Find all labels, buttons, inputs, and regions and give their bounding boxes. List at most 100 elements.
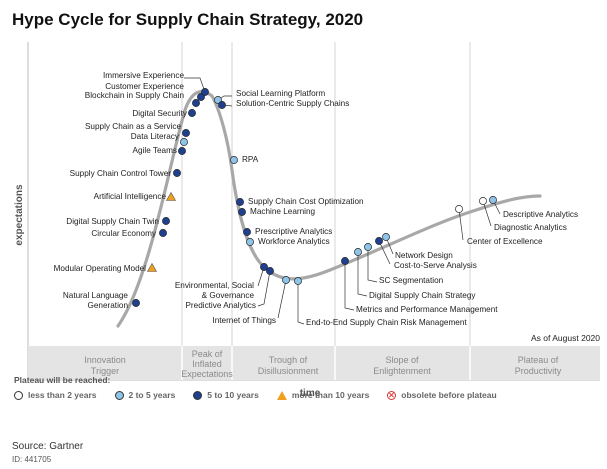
label-solution-centric-supply-chains: Solution-Centric Supply Chains: [236, 99, 349, 108]
legend-label: 2 to 5 years: [128, 390, 176, 400]
marker-center-of-excellence: [455, 205, 463, 213]
marker-diagnostic-analytics: [479, 197, 487, 205]
legend-title: Plateau will be reached:: [14, 375, 111, 385]
marker-agile-teams: [178, 147, 186, 155]
legend-label: obsolete before plateau: [401, 390, 497, 400]
label-machine-learning: Machine Learning: [250, 207, 316, 216]
label-supply-chain-as-a-service: Supply Chain as a Service: [85, 122, 181, 131]
marker-immersive-experience: [201, 88, 209, 96]
technology-markers: Natural Language Generation Modular Operat…: [54, 71, 578, 327]
label-supply-chain-cost-optimization: Supply Chain Cost Optimization: [248, 197, 364, 206]
label-digital-security: Digital Security: [132, 109, 188, 118]
marker-predictive-analytics: [266, 267, 274, 275]
leader-lines: [184, 77, 501, 325]
marker-metrics-and-performance-management: [341, 257, 349, 265]
source-note: Source: Gartner: [12, 441, 84, 452]
marker-end-to-end-supply-chain-risk-management: [294, 277, 302, 285]
marker-artificial-intelligence: [165, 191, 177, 201]
marker-supply-chain-as-a-service: [182, 129, 190, 137]
label-metrics-and-performance-management: Metrics and Performance Management: [356, 305, 498, 314]
marker-supply-chain-cost-optimization: [236, 198, 244, 206]
y-axis-label: expectations: [14, 184, 25, 246]
phase-labels: Innovation Trigger Peak of Inflated Expecta…: [84, 349, 562, 379]
label-digital-supply-chain-twin: Digital Supply Chain Twin: [66, 217, 159, 226]
legend: Plateau will be reached: less than 2 yea…: [14, 375, 515, 400]
marker-rpa: [230, 156, 238, 164]
leader-line: [458, 208, 464, 241]
leader-line: [257, 270, 271, 307]
marker-internet-of-things: [282, 276, 290, 284]
document-id: ID: 441705: [12, 455, 52, 464]
phase-slope: Slope of Enlightenment: [373, 355, 431, 376]
marker-cost-to-serve-analysis: [375, 237, 383, 245]
marker-digital-supply-chain-twin: [162, 217, 170, 225]
legend-item-2-to-5-years: 2 to 5 years: [114, 390, 176, 400]
label-digital-supply-chain-strategy: Digital Supply Chain Strategy: [369, 291, 476, 300]
marker-solution-centric-supply-chains: [218, 101, 226, 109]
chart-title: Hype Cycle for Supply Chain Strategy, 20…: [12, 10, 364, 29]
label-data-literacy: Data Literacy: [131, 132, 180, 141]
label-environmental-social-governance: Environmental, Social & Governance: [175, 281, 255, 300]
hype-curve: [116, 90, 542, 328]
as-of-date: As of August 2020: [531, 333, 600, 343]
legend-item-5-to-10-years: 5 to 10 years: [193, 390, 259, 400]
marker-environmental-social-governance: [260, 263, 268, 271]
leader-line: [297, 281, 305, 325]
legend-item-less-than-2-years: less than 2 years: [14, 390, 97, 400]
phase-band: [28, 346, 600, 380]
label-workforce-analytics: Workforce Analytics: [258, 237, 330, 246]
marker-workforce-analytics: [246, 238, 254, 246]
marker-prescriptive-analytics: [243, 228, 251, 236]
label-cost-to-serve-analysis: Cost-to-Serve Analysis: [394, 261, 477, 270]
leader-line: [184, 77, 206, 93]
label-blockchain-in-supply-chain: Blockchain in Supply Chain: [85, 91, 185, 100]
phase-trough: Trough of Disillusionment: [258, 355, 319, 376]
marker-modular-operating-model: [146, 262, 158, 272]
label-diagnostic-analytics: Diagnostic Analytics: [494, 223, 567, 232]
phase-dividers: [181, 42, 471, 380]
label-supply-chain-control-tower: Supply Chain Control Tower: [70, 169, 172, 178]
leader-line: [357, 252, 368, 297]
x-axis-label: time: [300, 388, 321, 399]
label-immersive-experience: Immersive Experience: [103, 71, 184, 80]
label-internet-of-things: Internet of Things: [212, 316, 276, 325]
label-rpa: RPA: [242, 155, 259, 164]
label-modular-operating-model: Modular Operating Model: [54, 264, 147, 273]
marker-sc-segmentation: [364, 243, 372, 251]
light-blue-circle-icon: [114, 390, 124, 400]
label-sc-segmentation: SC Segmentation: [379, 276, 444, 285]
label-artificial-intelligence: Artificial Intelligence: [94, 192, 167, 201]
white-circle-icon: [14, 390, 23, 400]
label-prescriptive-analytics: Prescriptive Analytics: [255, 227, 332, 236]
orange-triangle-icon: [276, 390, 287, 400]
leader-line: [367, 247, 378, 283]
marker-blockchain-in-supply-chain: [192, 99, 200, 107]
legend-label: less than 2 years: [28, 390, 97, 400]
label-end-to-end-supply-chain-risk-management: End-to-End Supply Chain Risk Management: [306, 318, 467, 327]
label-natural-language-generation: Natural Language Generation: [63, 291, 129, 310]
phase-innovation-trigger: Innovation Trigger: [84, 355, 126, 376]
marker-descriptive-analytics: [489, 196, 497, 204]
legend-label: 5 to 10 years: [207, 390, 259, 400]
label-customer-experience: Customer Experience: [105, 82, 184, 91]
legend-item-more-than-10-years: more than 10 years: [276, 390, 370, 400]
leader-line: [277, 279, 287, 319]
marker-network-design: [382, 233, 390, 241]
dark-blue-circle-icon: [193, 390, 203, 400]
phase-peak: Peak of Inflated Expectations: [181, 349, 233, 379]
marker-circular-economy: [159, 229, 167, 237]
label-descriptive-analytics: Descriptive Analytics: [503, 210, 578, 219]
marker-digital-supply-chain-strategy: [354, 248, 362, 256]
marker-machine-learning: [238, 208, 246, 216]
leader-line: [378, 240, 391, 265]
label-social-learning-platform: Social Learning Platform: [236, 89, 325, 98]
marker-supply-chain-control-tower: [173, 169, 181, 177]
legend-label: more than 10 years: [291, 390, 370, 400]
label-center-of-excellence: Center of Excellence: [467, 237, 543, 246]
marker-data-literacy: [180, 138, 188, 146]
phase-plateau: Plateau of Productivity: [515, 355, 562, 376]
leader-line: [482, 200, 492, 227]
marker-natural-language-generation: [132, 299, 140, 307]
label-circular-economy: Circular Economy: [91, 229, 157, 238]
